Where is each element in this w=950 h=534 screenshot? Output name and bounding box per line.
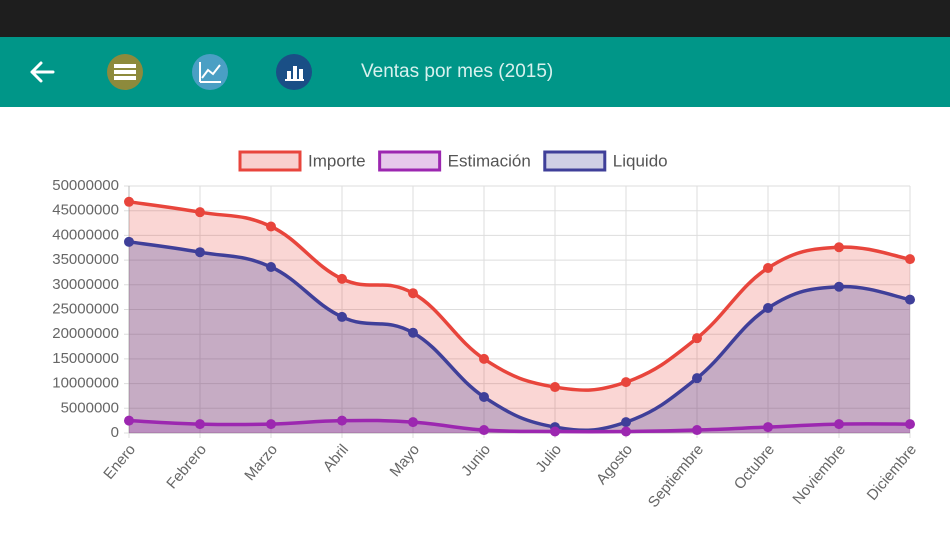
data-point (550, 426, 560, 437)
area-fill (129, 241, 910, 433)
data-point (763, 263, 773, 274)
legend-swatch (238, 150, 302, 172)
data-point (408, 417, 418, 428)
y-tick-label: 45000000 (52, 202, 119, 219)
data-point (337, 311, 347, 322)
data-point (266, 419, 276, 430)
data-point (479, 353, 489, 364)
x-tick-label: Marzo (241, 441, 281, 484)
y-tick-label: 0 (111, 424, 119, 441)
data-point (905, 419, 915, 430)
x-tick-label: Mayo (386, 441, 423, 480)
x-tick-label: Agosto (593, 441, 636, 488)
data-point (905, 294, 915, 305)
data-point (195, 207, 205, 218)
y-tick-label: 40000000 (52, 226, 119, 243)
x-tick-label: Junio (458, 441, 494, 479)
y-tick-label: 15000000 (52, 350, 119, 367)
bar-chart-button[interactable] (276, 54, 312, 90)
data-point (266, 221, 276, 232)
data-point (834, 419, 844, 430)
data-point (266, 262, 276, 273)
legend-label: Importe (308, 151, 366, 170)
data-point (124, 415, 134, 426)
y-tick-label: 35000000 (52, 251, 119, 268)
area-fill (129, 201, 910, 433)
toolbar-icons (30, 54, 312, 90)
data-point (621, 377, 631, 388)
status-bar (0, 0, 950, 37)
x-tick-label: Abril (320, 441, 352, 475)
y-tick-label: 20000000 (52, 325, 119, 342)
y-tick-label: 30000000 (52, 276, 119, 293)
x-tick-label: Diciembre (864, 441, 920, 504)
data-point (763, 422, 773, 433)
data-point (763, 303, 773, 314)
x-tick-label: Julio (532, 441, 565, 476)
x-tick-label: Noviembre (789, 441, 849, 507)
data-point (195, 247, 205, 258)
app-title: Ventas por mes (2015) (361, 61, 554, 82)
chart: 0 5000000 10000000 15000000 20000000 25000000… (52, 150, 920, 511)
list-button[interactable] (107, 54, 143, 90)
x-tick-label: Enero (100, 441, 139, 483)
x-tick-label: Octubre (731, 441, 778, 493)
y-tick-label: 25000000 (52, 300, 119, 317)
data-point (124, 196, 134, 207)
y-tick-label: 10000000 (52, 375, 119, 392)
data-point (692, 373, 702, 384)
data-point (692, 425, 702, 436)
data-point (337, 273, 347, 284)
y-tick-label: 50000000 (52, 177, 119, 194)
legend-label: Liquido (613, 151, 668, 170)
data-point (834, 281, 844, 292)
y-tick-label: 5000000 (61, 399, 119, 416)
legend-swatch (378, 150, 442, 172)
data-point (337, 415, 347, 426)
legend-swatch (543, 150, 607, 172)
data-point (479, 425, 489, 436)
data-point (621, 417, 631, 428)
back-button[interactable] (30, 61, 55, 83)
line-chart-button[interactable] (192, 54, 228, 90)
data-point (479, 391, 489, 402)
x-tick-label: Febrero (163, 441, 210, 492)
data-point (195, 419, 205, 430)
data-point (905, 254, 915, 265)
data-point (124, 236, 134, 247)
data-point (621, 426, 631, 437)
legend-label: Estimación (448, 151, 531, 170)
app-bar: Ventas por mes (2015) (0, 37, 950, 107)
data-point (692, 333, 702, 344)
x-tick-label: Septiembre (645, 441, 707, 511)
data-point (408, 288, 418, 299)
data-point (408, 327, 418, 338)
series-line (128, 418, 911, 434)
data-point (550, 382, 560, 393)
data-point (834, 242, 844, 253)
